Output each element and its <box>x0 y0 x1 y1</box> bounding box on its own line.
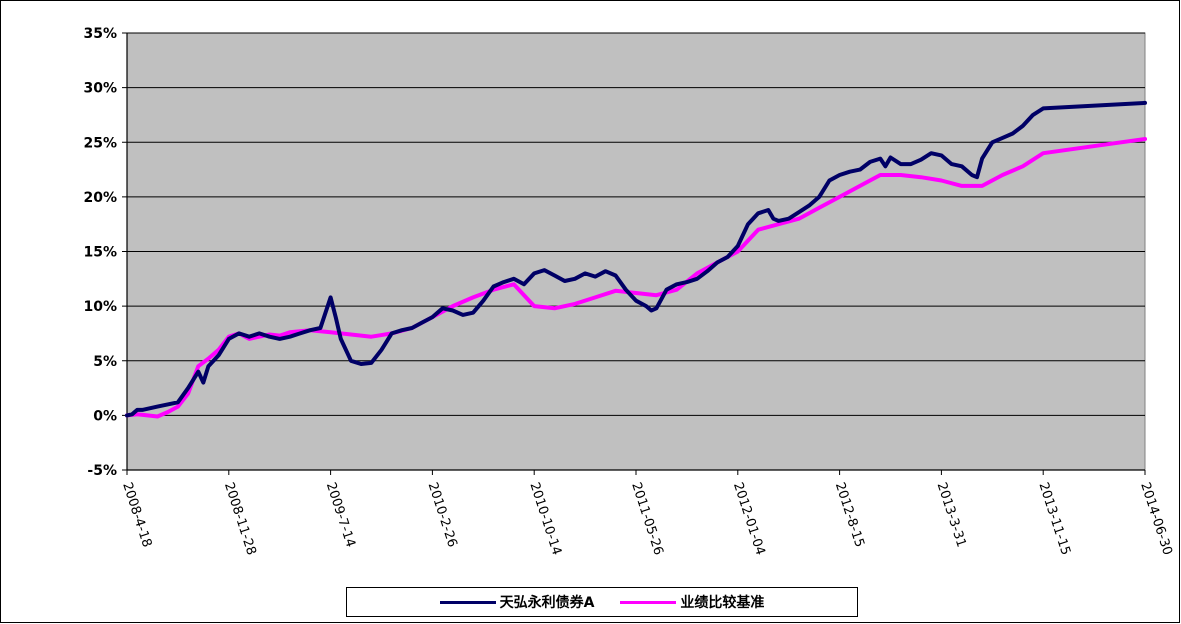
y-tick-label: 20% <box>83 190 117 206</box>
x-tick-label: 2013-11-15 <box>1035 481 1073 557</box>
legend-label-fund: 天弘永利债券A <box>499 595 595 611</box>
x-tick-label: 2008-11-28 <box>221 481 259 557</box>
series-line-benchmark <box>125 137 1147 419</box>
x-tick-label: 2013-3-31 <box>934 481 969 550</box>
legend-entry-benchmark: 业绩比较基准 <box>620 592 764 612</box>
y-tick-label: 35% <box>83 26 117 42</box>
x-tick-label: 2011-05-26 <box>628 481 666 557</box>
x-tick-label: 2014-06-30 <box>1137 481 1175 557</box>
legend-label-benchmark: 业绩比较基准 <box>680 595 765 611</box>
y-tick-label: 15% <box>83 245 117 261</box>
y-tick-label: 0% <box>93 408 117 424</box>
y-tick-label: 5% <box>93 354 117 370</box>
series-line-fund <box>125 100 1147 418</box>
legend-swatch-fund <box>439 600 496 604</box>
legend-swatch-benchmark <box>620 600 677 604</box>
x-tick-label: 2008-4-18 <box>119 481 154 550</box>
x-tick-label: 2012-01-04 <box>730 481 768 557</box>
legend: 天弘永利债券A 业绩比较基准 <box>346 587 858 617</box>
y-tick-label: 10% <box>83 299 117 315</box>
x-tick-label: 2012-8-15 <box>832 481 867 550</box>
legend-entry-fund: 天弘永利债券A <box>439 592 595 612</box>
x-tick-label: 2010-2-26 <box>425 481 460 550</box>
y-tick-label: -5% <box>87 463 117 479</box>
x-tick-label: 2010-10-14 <box>526 481 564 557</box>
x-tick-label: 2009-7-14 <box>323 481 358 550</box>
y-tick-label: 30% <box>83 81 117 97</box>
line-chart: 35% 30% 25% 20% 15% 10% 5% 0% -5%2008-4-18 2008-1… <box>83 26 1175 557</box>
y-tick-label: 25% <box>83 135 117 151</box>
